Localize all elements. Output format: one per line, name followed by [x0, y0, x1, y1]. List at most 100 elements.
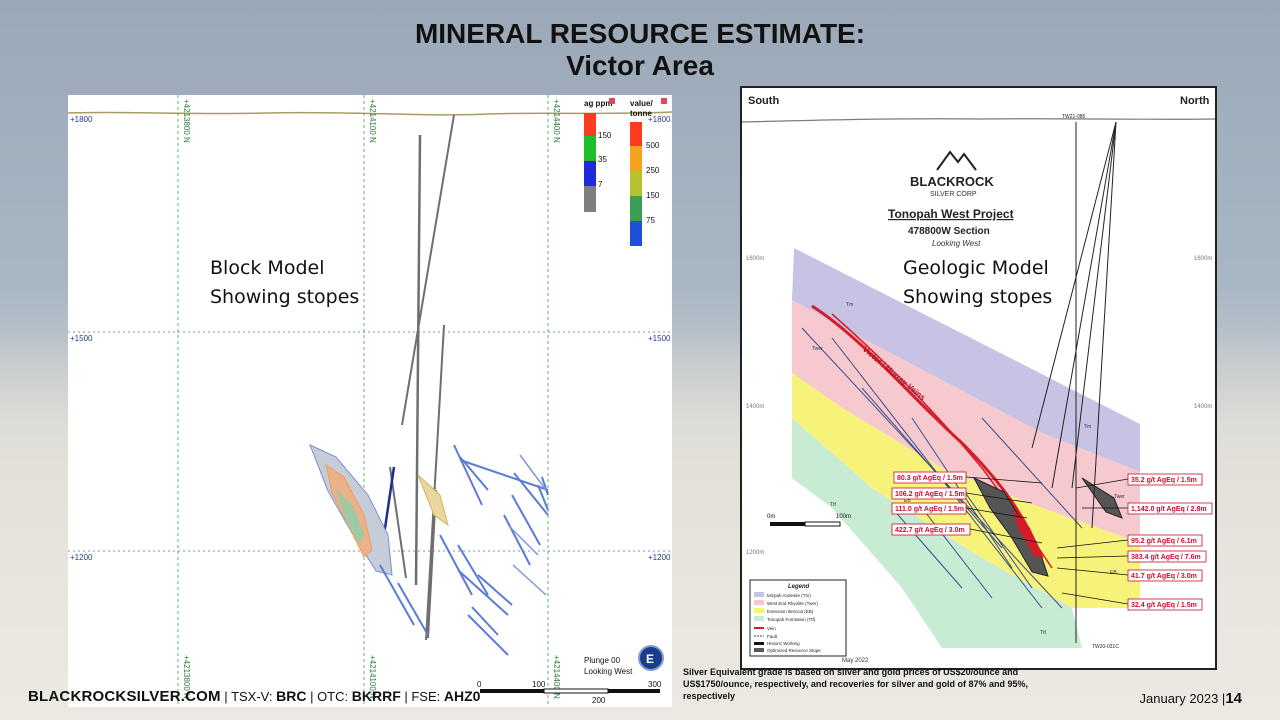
looking-text: Looking West: [932, 239, 981, 248]
legend-swatch: [630, 196, 642, 221]
legend-item: West End Rhyolite (Twer): [767, 601, 818, 606]
elevation-label: +1200: [70, 553, 93, 562]
legend-swatch: [754, 616, 764, 621]
elevation-label: +1800: [648, 115, 671, 124]
block-model-panel: +4213800 N +4214100 N +4214400 N +421380…: [67, 95, 673, 707]
website-link[interactable]: BLACKROCKSILVER.COM: [28, 688, 221, 705]
legend-item: Mizpah Andesite (Tm): [767, 593, 811, 598]
intercept-label: 95.2 g/t AgEq / 6.1m: [1131, 538, 1197, 545]
logo-mountain-icon: [936, 150, 977, 171]
elevation-label: +1500: [70, 334, 93, 343]
resource-stope: [972, 476, 1049, 577]
drill-holes: [1031, 121, 1117, 643]
page-date: January 2023: [1139, 691, 1219, 706]
intercept-label: 106.2 g/t AgEq / 1.5m: [895, 491, 965, 498]
legend-swatch: [584, 161, 596, 186]
scale-label: 0m: [767, 514, 775, 520]
scale-label: 300: [648, 680, 662, 689]
drill-hole: [425, 324, 445, 641]
legend-value: 35: [598, 155, 607, 164]
northing-label: +4213800 N: [182, 99, 191, 143]
legend-value: 250: [646, 166, 660, 175]
intercept-label: 111.0 g/t AgEq / 1.5m: [895, 506, 964, 513]
legend-value: 150: [646, 191, 660, 200]
close-icon: [609, 98, 615, 104]
legend-swatch: [630, 171, 642, 196]
legend-value: 500: [646, 141, 660, 150]
legend-swatch: [754, 600, 764, 605]
block-model-stope: [336, 490, 364, 545]
unit-label: Tm: [1084, 424, 1091, 430]
fse-value: AHZ0: [443, 688, 481, 704]
footer: BLACKROCKSILVER.COM | TSX-V: BRC | OTC: …: [28, 688, 481, 705]
title-line-2: Victor Area: [566, 50, 714, 81]
northing-label: +4214100 N: [368, 655, 377, 699]
block-model-figure: +4213800 N +4214100 N +4214400 N +421380…: [67, 95, 673, 707]
legend-value: 75: [646, 216, 655, 225]
elevation-label: +1800: [70, 115, 93, 124]
north-label: North: [1180, 95, 1210, 107]
elevation-label: 1200m: [746, 550, 764, 556]
intercepts-left: 80.3 g/t AgEq / 1.5m 106.2 g/t AgEq / 1.…: [891, 471, 971, 536]
elevation-label: 1600m: [1194, 256, 1212, 262]
northing-label: +4214100 N: [368, 99, 377, 143]
compass-icon: [638, 645, 664, 671]
elevation-label: +1500: [648, 334, 671, 343]
scale-bar: [543, 688, 609, 694]
legend-swatch: [754, 608, 764, 613]
unit-label: Tm: [846, 302, 853, 308]
scale-bar: [480, 689, 544, 693]
south-label: South: [748, 95, 779, 107]
intercept-label: 80.3 g/t AgEq / 1.5m: [897, 475, 963, 482]
unit-label: EB: [904, 498, 911, 504]
title-line-1: MINERAL RESOURCE ESTIMATE:: [414, 18, 866, 49]
unit-label: EB: [1110, 570, 1117, 576]
unit-label: Twer: [812, 346, 823, 352]
legend-swatch: [754, 642, 764, 645]
block-model-label-line-1: Block Model: [210, 257, 325, 279]
block-model-label-line-2: Showing stopes: [210, 286, 360, 308]
resource-stope: [1012, 508, 1042, 558]
fse-label: FSE:: [411, 689, 441, 704]
intercept-label: 32.4 g/t AgEq / 1.5m: [1131, 602, 1197, 609]
legend-item: Optimized Resource Stope: [767, 648, 821, 653]
elevation-label: 1600m: [746, 256, 764, 262]
project-title: Tonopah West Project: [888, 207, 1014, 221]
hole-label: TW20-031C: [1092, 644, 1119, 650]
unit-label: Ttf: [830, 502, 836, 508]
legend-item: Tonopah Formation (Ttf): [767, 617, 816, 622]
legend-item: Fault: [767, 634, 778, 639]
scale-label: 0: [477, 680, 482, 689]
plunge-text: Plunge 00: [584, 656, 621, 665]
intercept-label: 35.2 g/t AgEq / 1.5m: [1131, 477, 1197, 484]
northing-label: +4214400 N: [552, 99, 561, 143]
scale-label: 200: [592, 696, 606, 705]
geologic-model-label-line-2: Showing stopes: [903, 286, 1053, 308]
intercept-leaders: [965, 476, 1129, 605]
northing-label: +4213800 N: [182, 655, 191, 699]
legend-item: Historic Working: [767, 641, 800, 646]
compass-label: E: [646, 652, 654, 666]
legend-value: 7: [598, 180, 603, 189]
geologic-model-label-line-1: Geologic Model: [903, 257, 1049, 279]
block-model-stope: [417, 474, 449, 527]
otc-value: BKRRF: [351, 688, 401, 704]
intercept-label: 41.7 g/t AgEq / 3.0m: [1131, 573, 1197, 580]
legend-ag-title: ag ppm: [584, 99, 612, 108]
geologic-model-label: Geologic Model Showing stopes: [903, 254, 1052, 312]
legend-value: 150: [598, 131, 612, 140]
tsx-label: TSX-V:: [231, 689, 273, 704]
legend-swatch: [584, 186, 596, 212]
legend-value-title: tonne: [630, 109, 652, 118]
scale-bar: [608, 689, 660, 693]
drill-hole: [414, 134, 422, 586]
tsx-value: BRC: [276, 688, 307, 704]
intercept-label: 1,142.0 g/t AgEq / 2.8m: [1131, 506, 1207, 513]
page-number: 14: [1225, 690, 1242, 707]
slide-title: MINERAL RESOURCE ESTIMATE: Victor Area: [0, 18, 1280, 82]
legend-value-title: value/: [630, 99, 653, 108]
geology-legend: [749, 579, 847, 657]
scale-bar: [804, 521, 841, 527]
elevation-label: 1400m: [746, 404, 764, 410]
legend-swatch: [630, 221, 642, 246]
